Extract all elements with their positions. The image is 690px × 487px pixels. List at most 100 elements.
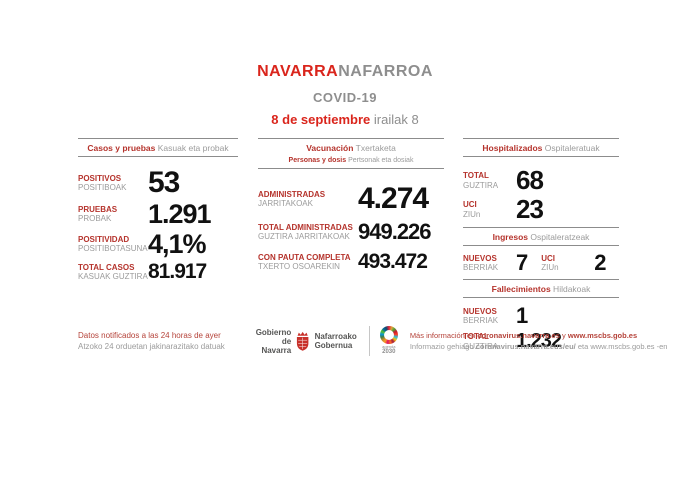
- admissions-new-value: 7: [516, 250, 528, 275]
- hospital-icu-value: 23: [516, 194, 544, 224]
- date-spanish: 8 de septiembre: [271, 112, 371, 127]
- info-url-navarra-eu: coronavirus.navarra.eus/eu/: [475, 342, 576, 351]
- title-spanish: NAVARRA: [257, 63, 339, 80]
- positivity-label-eu: POSITIBOTASUNA: [78, 244, 148, 253]
- deaths-new-value: 1: [516, 303, 528, 328]
- admissions-new-label-es: NUEVOS: [463, 253, 497, 263]
- deaths-new-label-eu: BERRIAK: [463, 316, 499, 325]
- administered-label-eu: JARRITAKOAK: [258, 199, 313, 208]
- positivity-label-es: POSITIVIDAD: [78, 234, 130, 244]
- admissions-new-label-eu: BERRIAK: [463, 263, 499, 272]
- gov-name-eu-line1: Nafarroako: [314, 332, 357, 341]
- hospital-total-value: 68: [516, 165, 544, 195]
- info-url-mscbs-es: www.mscbs.gob.es: [567, 331, 638, 340]
- stat-row-tests: PRUEBAS PROBAK 1.291: [78, 200, 238, 228]
- sdg-wheel-icon: [379, 326, 398, 344]
- positives-value: 53: [148, 166, 180, 199]
- gov-name-es-line2: de Navarra: [261, 336, 292, 355]
- positives-label-es: POSITIVOS: [78, 173, 122, 183]
- admissions-icu-label-eu: ZIUn: [541, 263, 559, 272]
- tests-value: 1.291: [148, 199, 212, 229]
- deaths-header-eu: Hildakoak: [550, 284, 591, 294]
- report-date: 8 de septiembre irailak 8: [0, 112, 690, 127]
- stat-row-positives: POSITIVOS POSITIBOAK 53: [78, 168, 238, 198]
- total-administered-value: 949.226: [358, 219, 432, 244]
- footer-divider: [368, 326, 370, 356]
- section-vaccination: Vacunación Txertaketa Personas y dosis P…: [258, 138, 444, 355]
- stat-row-admissions: NUEVOS BERRIAK 7 UCI ZIUn 2: [463, 251, 619, 275]
- vaccination-subheader-eu: Pertsonak eta dosiak: [346, 157, 414, 164]
- cases-header-eu: Kasuak eta probak: [155, 143, 229, 153]
- gov-name-eu-line2: Gobernua: [314, 341, 353, 350]
- deaths-new-label-es: NUEVOS: [463, 306, 497, 316]
- admissions-header: Ingresos Ospitaleratzeak: [463, 227, 619, 246]
- agenda-label: agenda: [382, 344, 396, 349]
- hospital-total-label-eu: GUZTIRA: [463, 180, 499, 190]
- gov-name-es-line1: Gobierno: [255, 327, 292, 337]
- deaths-header-es: Fallecimientos: [491, 284, 551, 294]
- data-note: Datos notificados a las 24 horas de ayer…: [78, 330, 240, 352]
- footer: Datos notificados a las 24 horas de ayer…: [78, 326, 667, 356]
- hospital-total-label-es: TOTAL: [463, 171, 489, 180]
- data-note-es: Datos notificados a las 24 horas de ayer: [78, 331, 221, 340]
- deaths-header: Fallecimientos Hildakoak: [463, 279, 619, 298]
- cases-header: Casos y pruebas Kasuak eta probak: [78, 138, 238, 157]
- total-cases-label-eu: KASUAK GUZTIRA: [78, 272, 148, 281]
- positivity-value: 4,1%: [148, 229, 207, 259]
- hospital-icu-label-es: UCI: [463, 200, 477, 209]
- section-hospital: Hospitalizados Ospitaleratuak TOTAL GUZTI…: [463, 138, 619, 355]
- info-url-mscbs-eu: www.mscbs.gob.es: [590, 342, 655, 351]
- hospitalized-header-es: Hospitalizados: [482, 143, 543, 153]
- stat-row-deaths-total: TOTAL GUZTIRA 1.232: [463, 330, 619, 353]
- stat-row-hospital-icu: UCI ZIUn 23: [463, 196, 619, 223]
- full-schedule-label-eu: TXERTO OSOAREKIN: [258, 262, 340, 271]
- deaths-total-value: 1.232: [516, 330, 562, 352]
- admissions-icu-label-es: UCI: [541, 253, 556, 263]
- stat-row-total-administered: TOTAL ADMINISTRADAS GUZTIRA JARRITAKOAK 9…: [258, 220, 444, 244]
- tests-label-eu: PROBAK: [78, 214, 112, 223]
- admissions-header-es: Ingresos: [492, 232, 528, 242]
- positives-label-eu: POSITIBOAK: [78, 183, 127, 192]
- vaccination-header: Vacunación Txertaketa Personas y dosis P…: [258, 138, 444, 169]
- data-note-eu: Atzoko 24 orduetan jakinarazitako datuak: [78, 342, 225, 351]
- hospitalized-header-eu: Ospitaleratuak: [542, 143, 600, 153]
- tests-label-es: PRUEBAS: [78, 204, 118, 214]
- admissions-header-eu: Ospitaleratzeak: [528, 232, 590, 242]
- hospitalized-header: Hospitalizados Ospitaleratuak: [463, 138, 619, 157]
- full-schedule-label-es: CON PAUTA COMPLETA: [258, 252, 351, 262]
- page-title: NAVARRANAFARROA: [0, 63, 690, 81]
- info-url-navarra-es: coronavirus.navarra.es: [477, 331, 560, 340]
- full-schedule-value: 493.472: [358, 250, 428, 273]
- stat-row-deaths-new: NUEVOS BERRIAK 1: [463, 304, 619, 328]
- total-administered-label-eu: GUZTIRA JARRITAKOAK: [258, 232, 350, 241]
- date-basque: irailak 8: [370, 112, 419, 127]
- more-info: Más información en coronavirus.navarra.e…: [410, 330, 668, 352]
- stat-row-administered: ADMINISTRADAS JARRITAKOAK 4.274: [258, 184, 444, 214]
- vaccination-subheader-es: Personas y dosis: [288, 157, 347, 164]
- total-cases-value: 81.917: [148, 260, 207, 283]
- total-administered-label-es: TOTAL ADMINISTRADAS: [258, 222, 353, 232]
- title-basque: NAFARROA: [338, 63, 433, 80]
- stat-row-hospital-total: TOTAL GUZTIRA 68: [463, 167, 619, 194]
- deaths-total-label-eu: GUZTIRA: [463, 341, 499, 351]
- section-cases-tests: Casos y pruebas Kasuak eta probak POSITI…: [78, 138, 238, 355]
- total-cases-label-es: TOTAL CASOS: [78, 262, 135, 272]
- government-logo: Gobierno de Navarra Nafarroako Gobernua: [254, 328, 357, 355]
- more-info-eu: Informazio gehiago coronavirus.navarra.e…: [409, 342, 668, 351]
- data-columns: Casos y pruebas Kasuak eta probak POSITI…: [78, 138, 619, 355]
- agenda-2030-logo: agenda 2030: [379, 326, 398, 356]
- vaccination-header-es: Vacunación: [306, 143, 354, 153]
- administered-value: 4.274: [358, 182, 429, 215]
- vaccination-header-eu: Txertaketa: [353, 143, 396, 153]
- agenda-year: 2030: [382, 349, 396, 355]
- subtitle-covid: COVID-19: [313, 90, 377, 105]
- stat-row-positivity: POSITIVIDAD POSITIBOTASUNA 4,1%: [78, 230, 238, 258]
- more-info-es: Más información en coronavirus.navarra.e…: [409, 331, 638, 340]
- cases-header-es: Casos y pruebas: [87, 143, 156, 153]
- navarra-shield-icon: [297, 331, 309, 351]
- stat-row-total-cases: TOTAL CASOS KASUAK GUZTIRA 81.917: [78, 260, 238, 284]
- admissions-icu-value: 2: [594, 250, 606, 275]
- stat-row-full-schedule: CON PAUTA COMPLETA TXERTO OSOAREKIN 493.4…: [258, 250, 444, 274]
- administered-label-es: ADMINISTRADAS: [258, 189, 326, 199]
